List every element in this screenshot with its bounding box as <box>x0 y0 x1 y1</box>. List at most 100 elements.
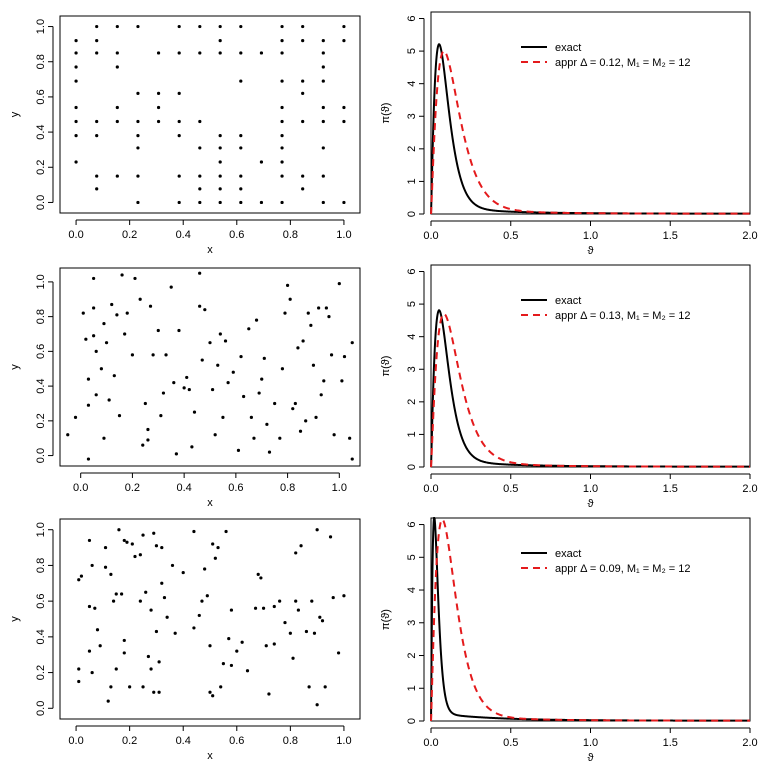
y-tick-label: 0 <box>406 718 418 724</box>
scatter-point <box>205 594 209 598</box>
scatter-point <box>198 200 202 205</box>
y-tick-label: 0.2 <box>35 413 47 428</box>
scatter-point <box>120 592 124 596</box>
legend-label-exact: exact <box>555 548 581 560</box>
y-tick-label: 5 <box>406 301 418 307</box>
scatter-point <box>218 24 222 29</box>
scatter-point <box>236 448 241 452</box>
scatter-point <box>247 327 251 331</box>
scatter-point <box>81 311 85 315</box>
scatter-point <box>283 311 287 315</box>
scatter-point <box>170 563 175 568</box>
x-tick-label: 0.8 <box>283 735 298 747</box>
x-axis-label: x <box>207 497 213 509</box>
scatter-point <box>110 302 114 307</box>
scatter-point <box>117 528 121 532</box>
scatter-point <box>267 692 271 696</box>
scatter-point <box>348 436 352 440</box>
scatter-point <box>317 306 321 310</box>
x-tick-label: 1.5 <box>663 737 678 749</box>
scatter-point <box>87 649 92 653</box>
scatter-point <box>136 200 140 205</box>
scatter-point <box>223 339 228 343</box>
scatter-point <box>218 332 222 336</box>
scatter-point <box>239 187 243 191</box>
scatter-point <box>74 39 78 43</box>
scatter-point <box>324 306 328 310</box>
scatter-point <box>87 604 92 609</box>
scatter-point <box>95 51 99 55</box>
x-tick-label: 0.4 <box>176 735 191 747</box>
y-tick-label: 6 <box>406 15 418 21</box>
scatter-point <box>321 105 325 110</box>
scatter-point <box>109 685 113 689</box>
scatter-point <box>224 529 228 534</box>
scatter-point <box>74 119 78 124</box>
scatter-point <box>160 545 164 550</box>
scatter-point <box>257 391 261 395</box>
scatter-point <box>272 642 276 646</box>
scatter-point <box>296 608 300 612</box>
x-axis-label: ϑ <box>587 245 593 257</box>
panel-4: 0.0 0.5 1.0 1.5 2.0 0 1 2 3 4 5 6 ϑ π(ϑ) exact appr Δ =… <box>380 264 758 510</box>
scatter-point <box>120 273 124 277</box>
scatter-point <box>319 393 323 397</box>
x-tick-label: 0.0 <box>68 229 83 241</box>
scatter-point <box>149 608 153 612</box>
scatter-point <box>304 629 309 634</box>
scatter-point <box>146 427 150 432</box>
scatter-point <box>320 619 325 623</box>
panel-5: 0.0 0.2 0.4 0.6 0.8 1.0 0.0 0.2 0.4 0.6 0.8 1.0 x y <box>9 518 361 762</box>
scatter-point <box>211 694 215 698</box>
scatter-point <box>154 544 159 548</box>
scatter-point <box>208 690 212 694</box>
scatter-point <box>92 306 96 310</box>
scatter-point <box>342 200 346 205</box>
x-tick-label: 0.5 <box>503 230 518 242</box>
y-tick-label: 0.8 <box>35 54 47 69</box>
scatter-point <box>312 631 317 635</box>
scatter-point <box>260 377 264 381</box>
scatter-point <box>197 613 201 618</box>
scatter-point <box>301 119 305 124</box>
y-tick-label: 1 <box>406 431 418 437</box>
scatter-point <box>280 24 284 29</box>
scatter-point <box>252 436 256 440</box>
scatter-point <box>115 65 119 69</box>
scatter-point <box>301 79 305 83</box>
legend-label-approx: appr Δ = 0.09, M₁ = M₂ = 12 <box>555 563 691 575</box>
scatter-point <box>77 578 81 582</box>
y-tick-label: 0.0 <box>35 448 47 463</box>
y-tick-label: 2 <box>406 146 418 152</box>
scatter-point <box>200 599 204 603</box>
scatter-point <box>86 403 91 407</box>
scatter-point <box>122 638 126 643</box>
y-tick-label: 2 <box>406 399 418 405</box>
scatter-point <box>299 544 303 548</box>
scatter-point <box>216 363 220 367</box>
scatter-point <box>298 429 303 433</box>
scatter-point <box>296 346 300 350</box>
scatter-point <box>102 436 106 440</box>
scatter-point <box>239 134 243 138</box>
scatter-point <box>267 450 272 454</box>
y-axis-label: π(ϑ) <box>380 356 392 377</box>
y-axis-label: y <box>9 111 21 117</box>
y-axis-label: π(ϑ) <box>380 103 392 124</box>
scatter-point <box>306 311 310 315</box>
y-tick-label: 2 <box>406 652 418 658</box>
x-tick-label: 0.2 <box>125 482 140 494</box>
y-tick-label: 0.8 <box>35 309 47 324</box>
scatter-point <box>177 51 181 55</box>
x-tick-label: 2.0 <box>742 483 757 495</box>
scatter-point <box>321 39 325 43</box>
scatter-point <box>103 565 108 569</box>
x-tick-label: 1.5 <box>663 483 678 495</box>
scatter-point <box>115 51 119 55</box>
scatter-point <box>138 599 142 603</box>
scatter-point <box>342 594 346 598</box>
scatter-point <box>86 457 91 461</box>
y-tick-label: 1 <box>406 178 418 184</box>
scatter-point <box>95 134 99 138</box>
scatter-point <box>138 297 142 301</box>
